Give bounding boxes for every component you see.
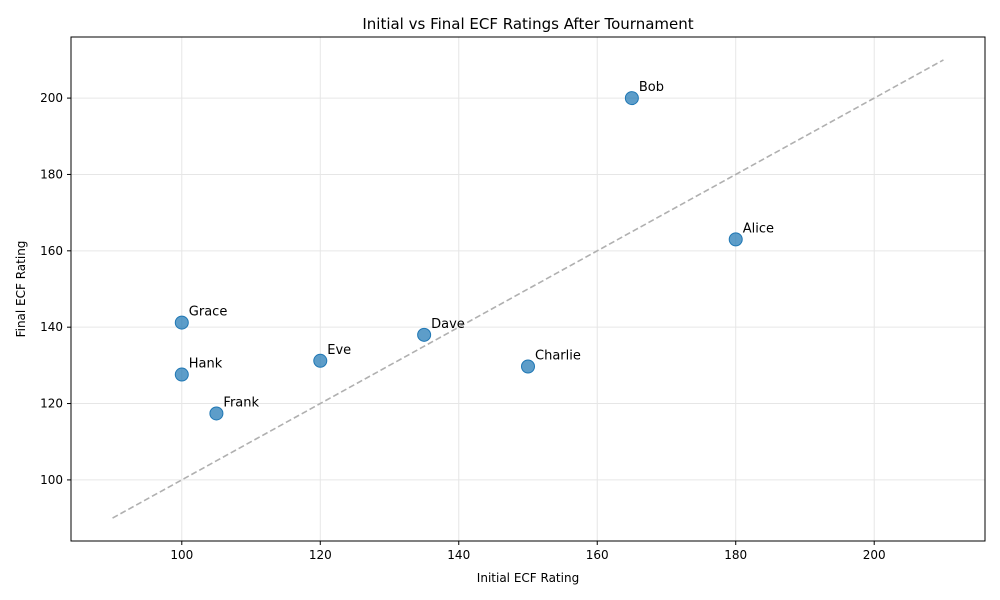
x-tick-label: 180 [724, 548, 747, 562]
point-label-frank: Frank [223, 395, 259, 410]
chart-title: Initial vs Final ECF Ratings After Tourn… [362, 15, 693, 33]
data-point-hank [174, 367, 189, 382]
data-point-alice [728, 232, 743, 247]
data-point-dave [417, 327, 432, 342]
y-tick-label: 140 [40, 320, 63, 334]
data-point-frank [209, 406, 224, 421]
reference-line-group [112, 59, 944, 519]
y-tick-label: 200 [40, 91, 63, 105]
grid-lines [71, 37, 985, 541]
y-tick-label: 160 [40, 244, 63, 258]
data-point-charlie [521, 359, 535, 374]
y-tick-label: 100 [40, 473, 63, 487]
point-label-eve: Eve [327, 343, 351, 358]
point-label-grace: Grace [189, 305, 228, 320]
data-point-bob [624, 91, 639, 106]
y-tick-label: 180 [40, 167, 63, 181]
point-label-charlie: Charlie [535, 349, 581, 364]
x-tick-label: 100 [170, 548, 193, 562]
y-tick-label: 120 [40, 397, 63, 411]
x-axis-label: Initial ECF Rating [477, 571, 579, 585]
data-point-eve [313, 353, 328, 368]
point-labels: Alice Bob Charlie Dave Eve Frank Grace Hank [189, 80, 774, 410]
x-tick-label: 200 [863, 548, 886, 562]
y-axis-label: Final ECF Rating [14, 241, 28, 338]
point-label-alice: Alice [743, 221, 774, 236]
x-tick-label: 140 [447, 548, 470, 562]
reference-line [112, 59, 944, 519]
data-point-grace [174, 315, 189, 330]
point-label-bob: Bob [639, 80, 664, 95]
y-axis-ticks: 100 120 140 160 180 200 [40, 91, 71, 487]
data-points [174, 91, 743, 421]
point-label-dave: Dave [431, 317, 465, 332]
x-tick-label: 160 [586, 548, 609, 562]
point-label-hank: Hank [189, 357, 223, 372]
x-axis-ticks: 100 120 140 160 180 200 [170, 541, 886, 562]
plot-frame [70, 36, 986, 542]
x-tick-label: 120 [309, 548, 332, 562]
